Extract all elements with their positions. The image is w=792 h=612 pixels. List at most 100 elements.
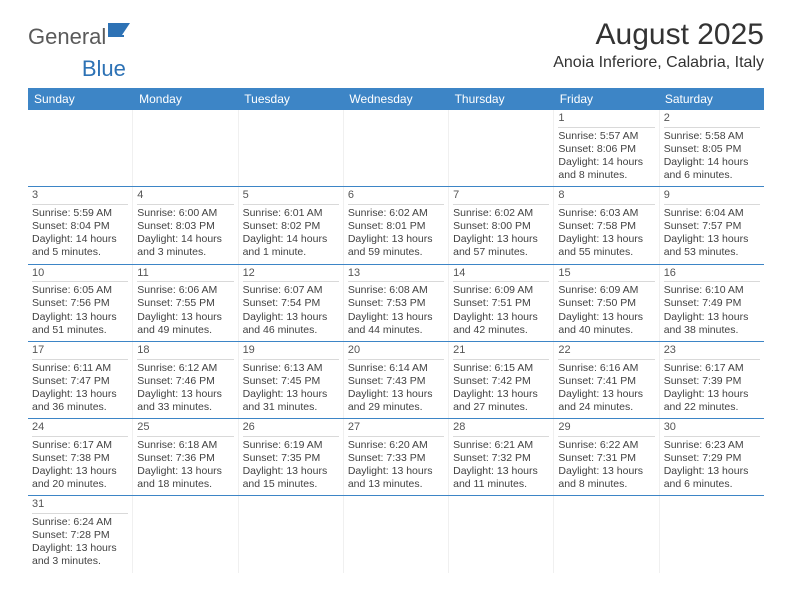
day-cell: 6Sunrise: 6:02 AMSunset: 8:01 PMDaylight…: [344, 187, 449, 263]
daylight-text: Daylight: 13 hours: [453, 388, 549, 401]
sunrise-text: Sunrise: 6:02 AM: [348, 207, 444, 220]
sunset-text: Sunset: 7:32 PM: [453, 452, 549, 465]
daylight-text: Daylight: 13 hours: [453, 311, 549, 324]
sunrise-text: Sunrise: 6:04 AM: [664, 207, 760, 220]
location-subtitle: Anoia Inferiore, Calabria, Italy: [553, 54, 764, 72]
day-cell: 16Sunrise: 6:10 AMSunset: 7:49 PMDayligh…: [660, 265, 764, 341]
day-number: 14: [453, 267, 549, 283]
day-cell: 5Sunrise: 6:01 AMSunset: 8:02 PMDaylight…: [239, 187, 344, 263]
day-cell: 29Sunrise: 6:22 AMSunset: 7:31 PMDayligh…: [554, 419, 659, 495]
sunrise-text: Sunrise: 5:58 AM: [664, 130, 760, 143]
day-number: 25: [137, 421, 233, 437]
daylight-text: Daylight: 13 hours: [243, 388, 339, 401]
day-cell: 26Sunrise: 6:19 AMSunset: 7:35 PMDayligh…: [239, 419, 344, 495]
month-title: August 2025: [553, 18, 764, 52]
calendar-grid: SundayMondayTuesdayWednesdayThursdayFrid…: [28, 88, 764, 573]
daylight-text: Daylight: 13 hours: [664, 388, 760, 401]
sunrise-text: Sunrise: 6:11 AM: [32, 362, 128, 375]
daylight-text: Daylight: 14 hours: [32, 233, 128, 246]
day-number: 28: [453, 421, 549, 437]
daylight-text: and 6 minutes.: [664, 478, 760, 491]
daylight-text: Daylight: 13 hours: [243, 465, 339, 478]
sunset-text: Sunset: 7:43 PM: [348, 375, 444, 388]
sunset-text: Sunset: 7:41 PM: [558, 375, 654, 388]
daylight-text: Daylight: 13 hours: [348, 233, 444, 246]
sunrise-text: Sunrise: 5:57 AM: [558, 130, 654, 143]
day-cell: .: [133, 110, 238, 186]
flag-icon: [108, 21, 134, 44]
day-number: 21: [453, 344, 549, 360]
week-row: 31Sunrise: 6:24 AMSunset: 7:28 PMDayligh…: [28, 496, 764, 572]
daylight-text: and 38 minutes.: [664, 324, 760, 337]
sunset-text: Sunset: 7:29 PM: [664, 452, 760, 465]
day-number: 16: [664, 267, 760, 283]
day-cell: 22Sunrise: 6:16 AMSunset: 7:41 PMDayligh…: [554, 342, 659, 418]
daylight-text: and 40 minutes.: [558, 324, 654, 337]
day-number: 3: [32, 189, 128, 205]
weekday-header: Monday: [133, 88, 238, 110]
daylight-text: Daylight: 13 hours: [558, 465, 654, 478]
day-number: 8: [558, 189, 654, 205]
sunset-text: Sunset: 7:36 PM: [137, 452, 233, 465]
daylight-text: and 22 minutes.: [664, 401, 760, 414]
sunset-text: Sunset: 7:51 PM: [453, 297, 549, 310]
sunrise-text: Sunrise: 6:20 AM: [348, 439, 444, 452]
day-cell: 17Sunrise: 6:11 AMSunset: 7:47 PMDayligh…: [28, 342, 133, 418]
daylight-text: and 15 minutes.: [243, 478, 339, 491]
daylight-text: and 11 minutes.: [453, 478, 549, 491]
day-cell: 12Sunrise: 6:07 AMSunset: 7:54 PMDayligh…: [239, 265, 344, 341]
sunrise-text: Sunrise: 6:14 AM: [348, 362, 444, 375]
sunrise-text: Sunrise: 6:10 AM: [664, 284, 760, 297]
daylight-text: Daylight: 14 hours: [243, 233, 339, 246]
day-number: 29: [558, 421, 654, 437]
week-row: 3Sunrise: 5:59 AMSunset: 8:04 PMDaylight…: [28, 187, 764, 264]
sunset-text: Sunset: 7:53 PM: [348, 297, 444, 310]
sunset-text: Sunset: 8:05 PM: [664, 143, 760, 156]
day-number: 30: [664, 421, 760, 437]
sunrise-text: Sunrise: 6:24 AM: [32, 516, 128, 529]
sunset-text: Sunset: 7:55 PM: [137, 297, 233, 310]
sunset-text: Sunset: 8:04 PM: [32, 220, 128, 233]
sunset-text: Sunset: 7:46 PM: [137, 375, 233, 388]
day-cell: 13Sunrise: 6:08 AMSunset: 7:53 PMDayligh…: [344, 265, 449, 341]
daylight-text: Daylight: 13 hours: [32, 542, 128, 555]
day-cell: .: [239, 496, 344, 572]
day-cell: 14Sunrise: 6:09 AMSunset: 7:51 PMDayligh…: [449, 265, 554, 341]
sunrise-text: Sunrise: 6:13 AM: [243, 362, 339, 375]
sunrise-text: Sunrise: 6:12 AM: [137, 362, 233, 375]
sunset-text: Sunset: 7:45 PM: [243, 375, 339, 388]
daylight-text: and 3 minutes.: [32, 555, 128, 568]
daylight-text: and 49 minutes.: [137, 324, 233, 337]
day-number: 27: [348, 421, 444, 437]
sunrise-text: Sunrise: 6:03 AM: [558, 207, 654, 220]
daylight-text: Daylight: 13 hours: [32, 388, 128, 401]
day-number: 9: [664, 189, 760, 205]
daylight-text: Daylight: 13 hours: [348, 388, 444, 401]
day-cell: 7Sunrise: 6:02 AMSunset: 8:00 PMDaylight…: [449, 187, 554, 263]
day-cell: 11Sunrise: 6:06 AMSunset: 7:55 PMDayligh…: [133, 265, 238, 341]
day-cell: 27Sunrise: 6:20 AMSunset: 7:33 PMDayligh…: [344, 419, 449, 495]
day-cell: 31Sunrise: 6:24 AMSunset: 7:28 PMDayligh…: [28, 496, 133, 572]
day-number: 1: [558, 112, 654, 128]
daylight-text: and 3 minutes.: [137, 246, 233, 259]
day-number: 2: [664, 112, 760, 128]
weekday-header: Thursday: [449, 88, 554, 110]
daylight-text: and 8 minutes.: [558, 169, 654, 182]
sunrise-text: Sunrise: 6:16 AM: [558, 362, 654, 375]
day-cell: 24Sunrise: 6:17 AMSunset: 7:38 PMDayligh…: [28, 419, 133, 495]
daylight-text: Daylight: 13 hours: [664, 233, 760, 246]
weeks-container: .....1Sunrise: 5:57 AMSunset: 8:06 PMDay…: [28, 110, 764, 573]
day-cell: 3 Sunrise: 5:59 AMSunset: 8:04 PMDaylight…: [28, 187, 133, 263]
daylight-text: Daylight: 13 hours: [664, 311, 760, 324]
daylight-text: Daylight: 13 hours: [137, 388, 233, 401]
sunset-text: Sunset: 7:58 PM: [558, 220, 654, 233]
sunrise-text: Sunrise: 5:59 AM: [32, 207, 128, 220]
day-cell: 23Sunrise: 6:17 AMSunset: 7:39 PMDayligh…: [660, 342, 764, 418]
day-number: 18: [137, 344, 233, 360]
sunset-text: Sunset: 7:50 PM: [558, 297, 654, 310]
brand-logo: General: [28, 24, 134, 50]
day-cell: .: [133, 496, 238, 572]
daylight-text: and 59 minutes.: [348, 246, 444, 259]
week-row: 24Sunrise: 6:17 AMSunset: 7:38 PMDayligh…: [28, 419, 764, 496]
daylight-text: and 33 minutes.: [137, 401, 233, 414]
